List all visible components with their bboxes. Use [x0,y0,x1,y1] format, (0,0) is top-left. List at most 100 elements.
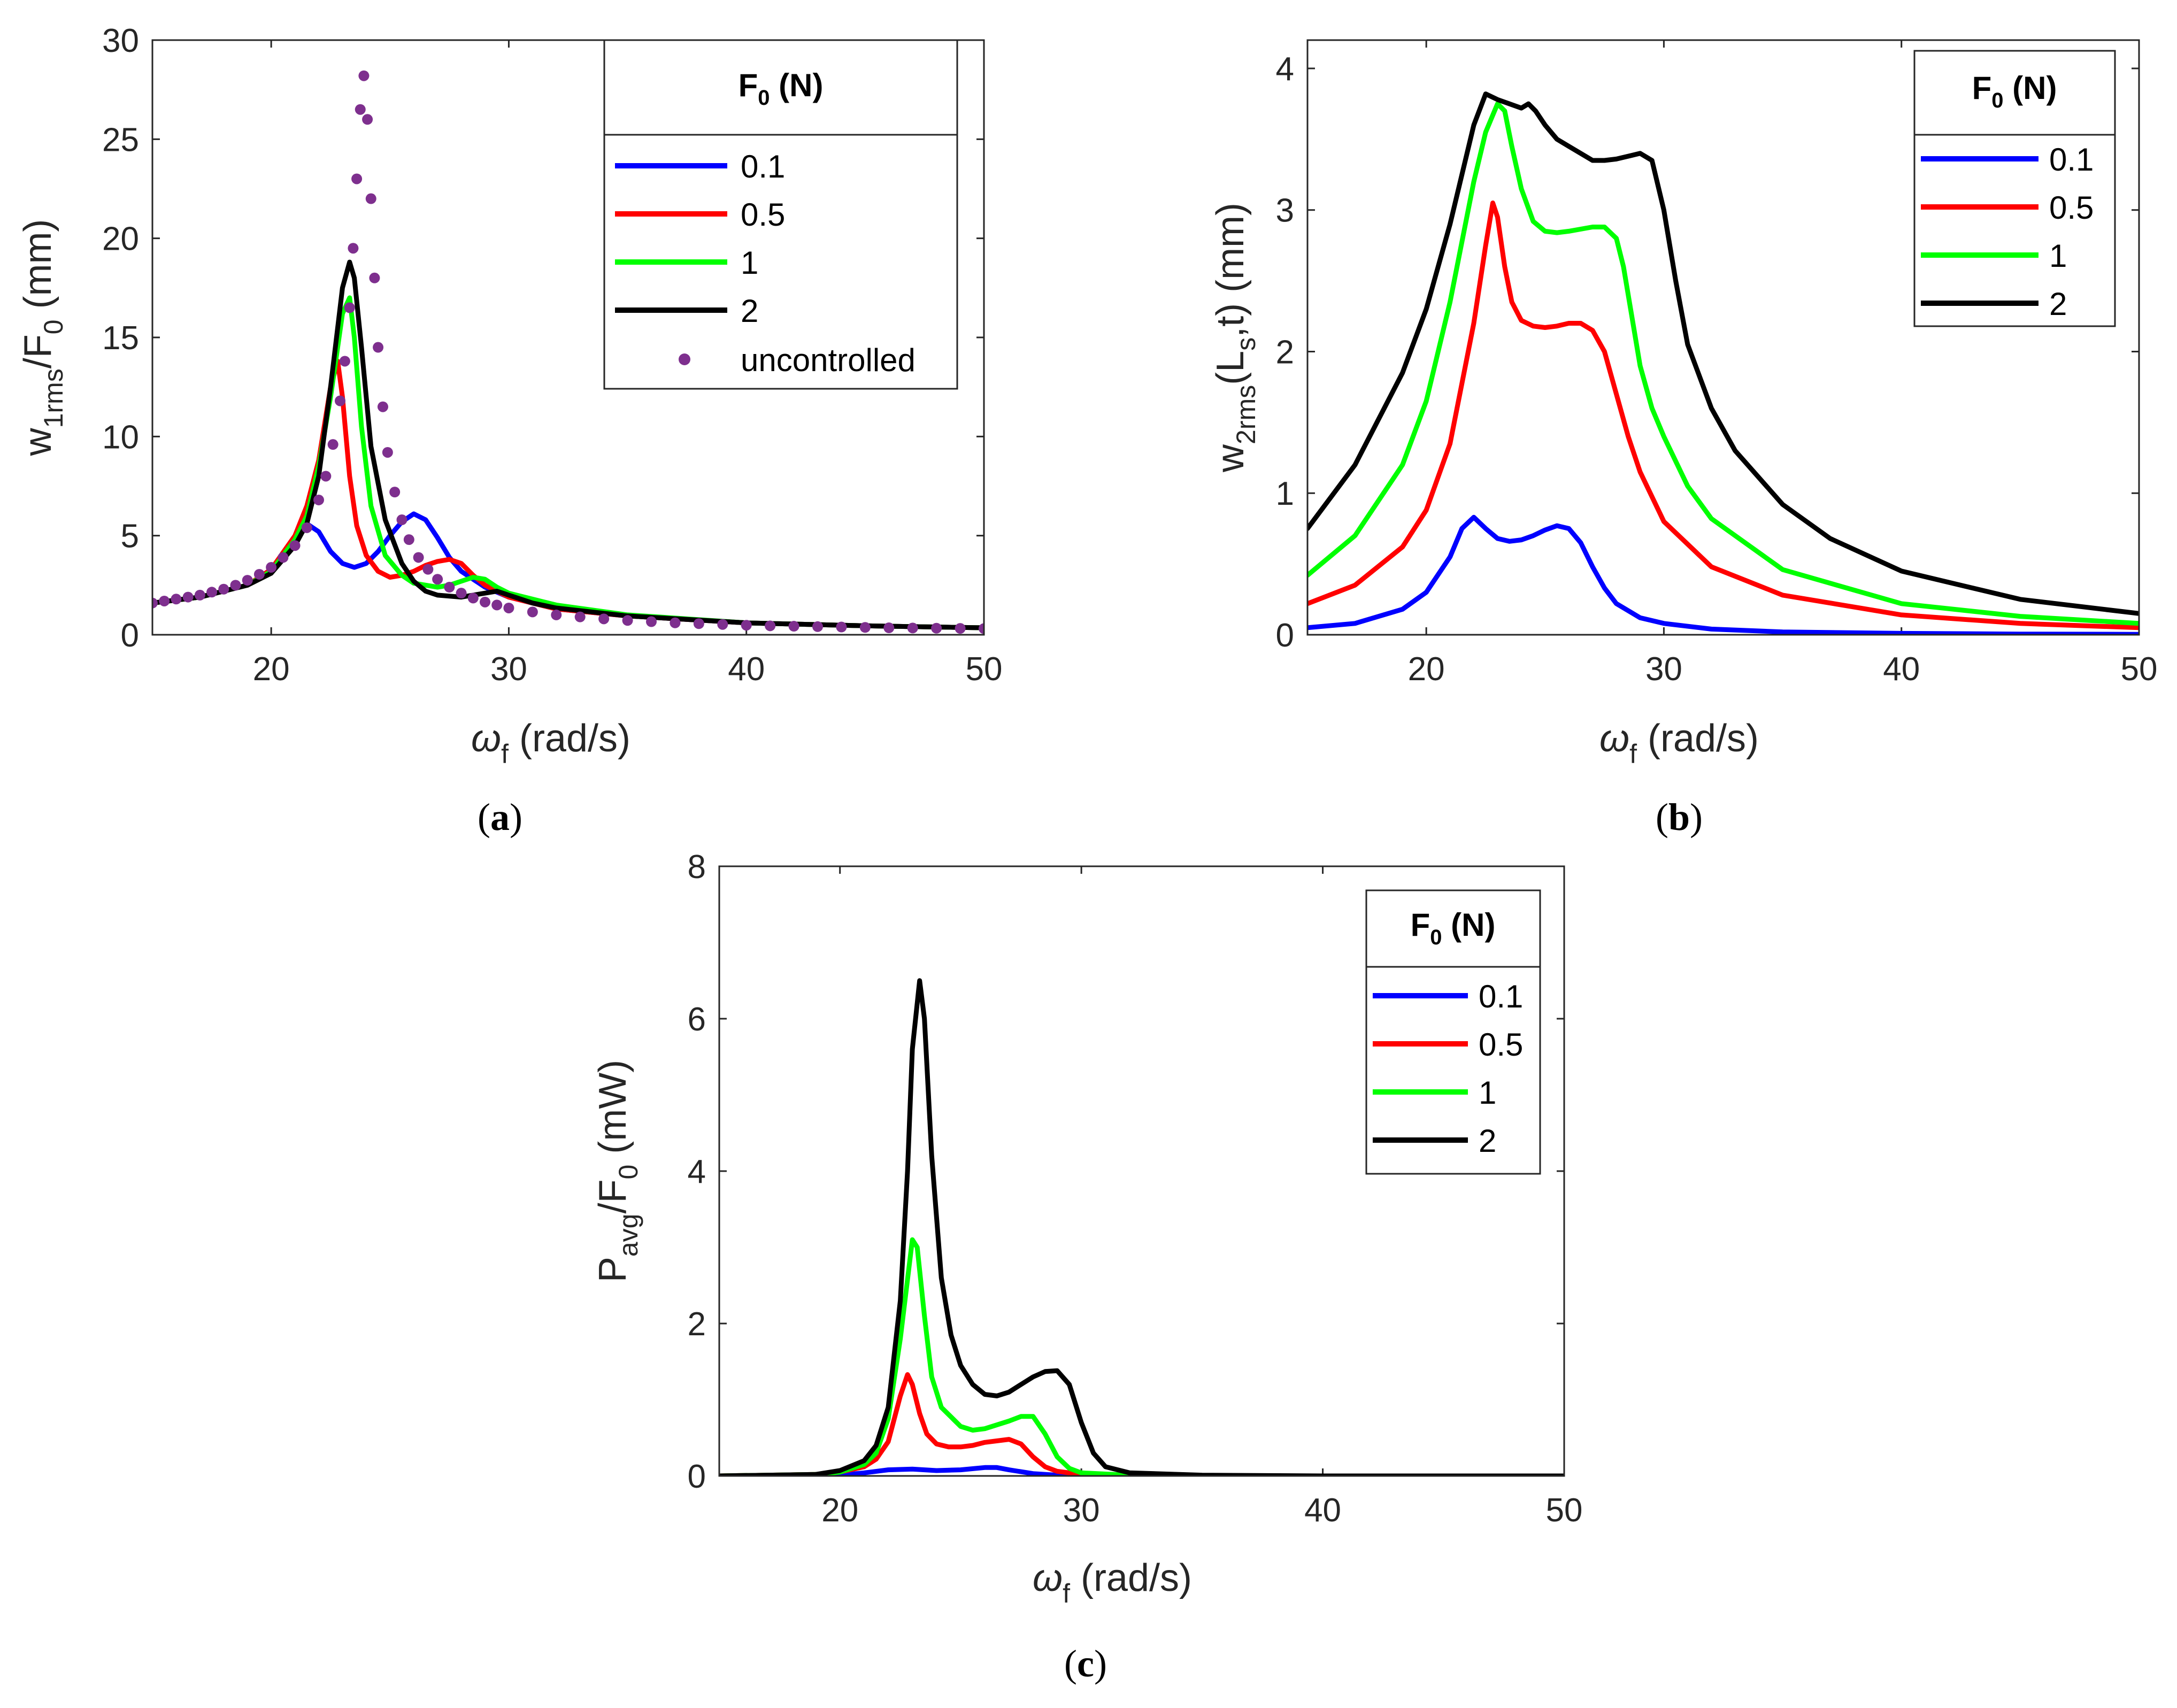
chart-a-legend-entry: uncontrolled [679,342,916,378]
chart-a-data-point [396,514,407,526]
chart-a-data-point [389,487,401,498]
chart-a-caption: (a) [478,796,522,838]
chart-a-data-point [159,595,170,606]
chart-a-data-point [278,552,289,563]
chart-a-data-point [382,447,393,458]
chart-a-x-tick-label: 50 [966,651,1003,688]
chart-b-x-tick-label: 20 [1408,651,1445,688]
chart-a-series-line-1 [152,295,984,630]
chart-c-legend-entry: 2 [1373,1123,1496,1159]
chart-a-legend-label: uncontrolled [741,342,916,378]
chart-b-x-tick-label: 30 [1645,651,1682,688]
chart-a-data-point [313,494,324,505]
chart-a-data-point [320,471,332,482]
chart-a-legend-marker [679,353,690,365]
chart-a-data-point [693,618,704,629]
chart-a-tick-labels: 20 30 40 50 0 5 10 15 20 25 30 [102,22,1002,688]
chart-a-data-point [152,597,158,609]
chart-a-data-point [622,615,633,626]
chart-c-legend-entry: 0.1 [1373,979,1523,1014]
chart-b-series-line-0.1 [1307,514,2139,635]
chart-b-series-line-2 [1307,91,2139,616]
chart-a-data-point [253,568,265,580]
chart-b-tick-labels: 20 30 40 50 0 1 2 3 4 [1276,51,2158,688]
chart-c-legend-label: 2 [1479,1123,1496,1159]
chart-a-data-point [551,609,562,620]
chart-a-data-point [444,582,455,593]
chart-b-x-tick-label: 40 [1883,651,1920,688]
chart-a-data-point [931,622,942,634]
chart-a-data-point [344,302,355,313]
chart-b-legend-entry: 0.1 [1921,142,2094,178]
chart-a-x-tick-label: 40 [728,651,765,688]
chart-a-y-tick-label: 20 [102,221,139,258]
chart-c-series-group [719,978,1564,1476]
chart-a-data-point [369,272,380,283]
chart-b-y-label: w2rms(Ls,t) (mm) [1209,203,1261,473]
chart-b-y-tick-label: 4 [1276,51,1294,88]
chart-a-plot-frame [151,39,985,636]
chart-c-caption: (c) [1064,1642,1107,1685]
chart-a-data-point [646,616,657,627]
chart-b-legend: F0 (N) 0.1 0.5 1 2 [1913,50,2116,327]
chart-a-data-point [422,564,434,575]
chart-a-data-point [812,621,823,632]
chart-c-legend-title: F0 (N) [1411,907,1496,949]
chart-c: 20 30 40 50 0 2 4 6 8 ωf (rad/s) Pavg/F0 (mW) F0… [591,849,1582,1685]
chart-b-legend-entry: 0.5 [1921,190,2094,226]
chart-a-data-point [503,602,514,613]
chart-a-data-point [218,583,229,595]
chart-b-y-tick-label: 3 [1276,193,1294,229]
chart-b-x-label: ωf (rad/s) [1599,717,1759,769]
chart-c-y-tick-label: 2 [688,1306,706,1343]
chart-a-data-point [206,587,218,598]
chart-b-y-tick-label: 1 [1276,475,1294,512]
chart-a-series-uncontrolled [152,70,984,634]
chart-a-data-point [456,588,467,599]
chart-a-data-point [717,619,728,630]
chart-a-data-point [907,622,918,634]
chart-a-legend-entry: 2 [615,293,758,329]
chart-b-legend-label: 0.5 [2049,190,2094,226]
chart-c-tick-labels: 20 30 40 50 0 2 4 6 8 [688,849,1583,1529]
chart-a-data-point [859,622,871,633]
chart-a: 20 30 40 50 0 5 10 15 20 25 30 ωf (rad/s) w1rms/F0… [17,22,1002,838]
chart-c-legend-entry: 0.5 [1373,1027,1523,1063]
chart-a-data-point [377,401,388,412]
chart-c-series-line-0.1 [719,1465,1564,1476]
chart-a-data-point [182,591,194,603]
chart-c-series-line-2 [719,978,1564,1476]
chart-a-x-tick-label: 30 [490,651,527,688]
chart-a-data-point [598,613,610,625]
chart-a-x-tick-label: 20 [253,651,290,688]
chart-c-series-line-1 [719,1237,1564,1476]
chart-a-y-tick-label: 30 [102,22,139,59]
chart-a-data-point [362,114,373,125]
chart-a-legend-label: 2 [741,293,758,329]
chart-a-series-group [152,70,984,634]
chart-a-data-point [955,623,966,634]
chart-a-legend-entry: 0.1 [615,149,785,184]
chart-b-x-tick-label: 50 [2121,651,2158,688]
chart-a-data-point [574,611,586,622]
chart-c-y-tick-label: 4 [688,1153,706,1190]
chart-a-data-point [741,620,752,631]
chart-a-series-line-2 [152,259,984,630]
chart-a-y-tick-label: 0 [121,617,139,654]
chart-b-y-tick-label: 0 [1276,617,1294,654]
chart-a-data-point [339,356,350,367]
chart-a-data-point [334,395,345,406]
chart-a-data-point [403,534,414,545]
chart-a-data-point [527,606,538,618]
chart-a-x-label: ωf (rad/s) [471,717,630,769]
chart-a-data-point [171,594,182,605]
chart-a-data-point [765,620,776,632]
chart-a-legend: F0 (N) 0.1 0.5 1 2 uncontrolled [603,39,958,390]
chart-a-data-point [242,575,253,586]
chart-a-data-point [327,439,339,450]
chart-a-data-point [289,540,301,551]
chart-a-y-tick-label: 10 [102,419,139,456]
chart-b-series-group [1307,91,2139,635]
chart-b-legend-label: 2 [2049,286,2067,322]
